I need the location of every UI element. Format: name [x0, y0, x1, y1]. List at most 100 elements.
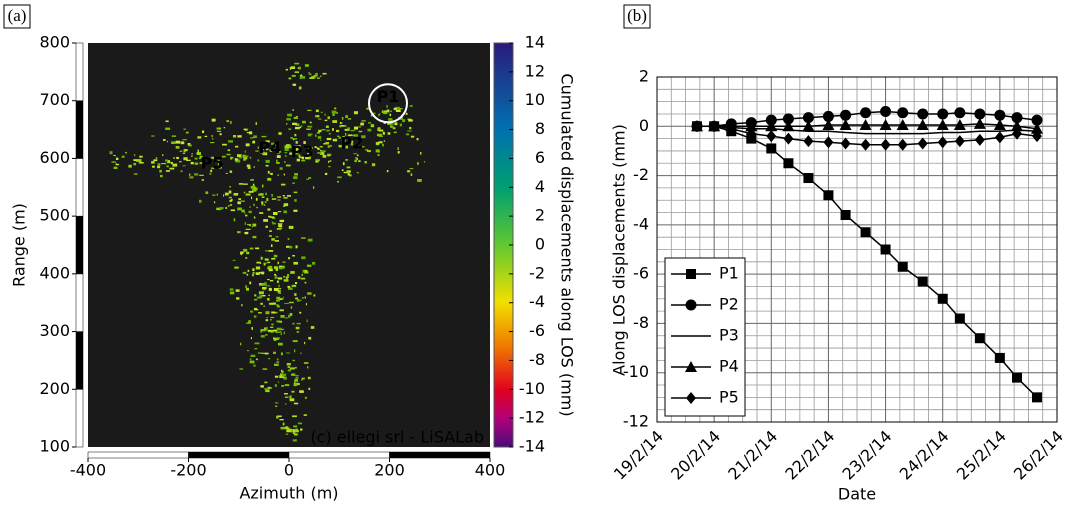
map-speckle [316, 147, 319, 149]
map-speckle [313, 294, 316, 297]
map-speckle [265, 334, 268, 336]
map-speckle [289, 67, 291, 70]
map-speckle [340, 125, 344, 127]
map-speckle [246, 273, 249, 276]
map-speckle [399, 123, 402, 127]
map-speckle [405, 112, 408, 115]
map-speckle [279, 309, 284, 312]
map-speckle [410, 173, 413, 176]
map-speckle [416, 138, 419, 141]
map-speckle [352, 134, 355, 137]
map-speckle [255, 150, 259, 152]
map-speckle [261, 147, 265, 149]
map-speckle [271, 311, 276, 314]
map-speckle [161, 163, 167, 165]
ruler [75, 389, 84, 448]
marker [840, 109, 852, 121]
map-speckle [136, 159, 142, 162]
map-speckle [239, 368, 244, 370]
map-speckle [397, 151, 400, 154]
map-speckle [308, 148, 311, 152]
map-speckle [243, 128, 247, 130]
map-speckle [378, 114, 380, 117]
map-speckle [176, 156, 179, 159]
ruler [188, 451, 290, 459]
map-speckle [204, 135, 208, 137]
marker [803, 135, 814, 148]
map-speckle [307, 155, 311, 158]
y-tick-label: 2 [639, 67, 649, 86]
map-speckle [260, 330, 263, 333]
map-speckle [293, 261, 298, 265]
map-speckle [235, 145, 239, 148]
map-speckle [266, 197, 269, 201]
map-speckle [294, 378, 299, 382]
map-speckle [171, 135, 177, 137]
map-speckle [121, 155, 125, 158]
map-speckle [295, 115, 298, 118]
map-speckle [307, 109, 312, 111]
map-speckle [265, 389, 270, 393]
map-speckle [265, 164, 269, 167]
map-speckle [307, 238, 313, 242]
map-speckle [294, 293, 297, 296]
map-speckle [199, 199, 202, 203]
map-speckle [293, 374, 299, 376]
map-speckle [298, 66, 301, 70]
map-speckle [286, 118, 291, 121]
ruler [389, 451, 491, 459]
map-speckle [263, 151, 265, 155]
map-speckle [315, 109, 319, 113]
y-tick-label: -12 [623, 412, 649, 431]
marker [880, 106, 892, 117]
legend-label: P2 [719, 295, 739, 314]
point-label: P1 [377, 87, 400, 106]
map-speckle [291, 285, 296, 287]
map-speckle [183, 150, 186, 153]
point-label: P4 [258, 138, 281, 157]
map-speckle [265, 140, 270, 143]
map-speckle [299, 76, 302, 80]
map-speckle [276, 327, 282, 331]
x-tick-label: 25/2/14 [953, 427, 1010, 484]
map-speckle [278, 267, 283, 270]
map-background [88, 43, 490, 447]
map-speckle [368, 122, 372, 124]
colorbar-label: Cumulated displacements along LOS (mm) [558, 73, 577, 416]
map-speckle [284, 279, 289, 282]
map-speckle [409, 105, 413, 107]
map-speckle [109, 151, 113, 155]
map-speckle [199, 162, 203, 165]
map-speckle [285, 403, 287, 405]
map-speckle [292, 138, 297, 140]
map-speckle [151, 161, 155, 164]
map-speckle [307, 153, 311, 155]
map-speckle [271, 257, 276, 260]
map-speckle [237, 231, 241, 234]
map-speckle [163, 139, 166, 141]
map-speckle [270, 319, 272, 321]
map-speckle [356, 154, 359, 157]
map-speckle [197, 149, 199, 153]
map-speckle [260, 329, 266, 332]
map-speckle [271, 198, 277, 200]
map-speckle [342, 162, 345, 166]
map-speckle [332, 120, 338, 123]
map-speckle [273, 266, 278, 270]
y-tick-label: 300 [39, 321, 70, 340]
map-speckle [274, 142, 277, 146]
map-speckle [302, 269, 305, 273]
map-speckle [279, 288, 282, 290]
map-speckle [353, 153, 358, 155]
marker [916, 119, 929, 131]
y-tick-label: 100 [39, 437, 70, 456]
map-speckle [270, 172, 273, 175]
map-speckle [278, 284, 280, 288]
map-speckle [281, 183, 286, 186]
map-speckle [300, 277, 306, 280]
map-speckle [331, 110, 337, 114]
map-speckle [281, 222, 283, 225]
map-speckle [320, 139, 322, 141]
map-speckle [354, 159, 357, 163]
map-speckle [397, 147, 399, 150]
